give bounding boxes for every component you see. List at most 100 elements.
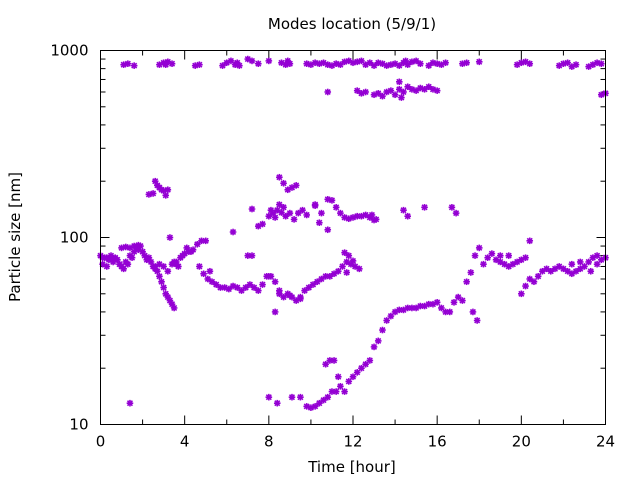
data-point [248,57,256,65]
data-point [446,308,454,316]
data-point [473,317,481,324]
data-point [265,212,273,220]
data-point [576,258,584,266]
data-point [581,263,588,270]
data-point [202,237,210,245]
data-point [208,278,216,286]
data-point [265,393,273,401]
data-point [166,234,174,241]
data-point [271,214,279,221]
x-axis-label: Time [hour] [307,458,396,476]
data-point [276,173,283,181]
data-point [459,297,466,304]
data-point [168,60,176,67]
data-point [564,267,571,275]
data-point [339,263,346,270]
data-point [316,219,323,226]
data-point [164,267,172,275]
data-point [229,228,237,236]
data-point [372,216,380,223]
data-point [179,252,186,259]
data-point [297,295,304,303]
data-point [496,252,504,259]
data-point [387,312,395,320]
data-point [223,59,231,67]
data-point [568,260,576,268]
data-point [330,270,338,278]
data-point [337,209,344,217]
data-point [124,260,132,268]
data-point [162,61,170,68]
x-tick-label: 8 [264,433,274,451]
data-point [286,209,294,217]
data-point [107,255,115,263]
data-point [320,396,327,404]
data-point [398,94,405,101]
data-point [280,204,287,211]
data-point [248,205,256,213]
data-point [585,258,592,266]
data-point [337,383,344,390]
data-point [324,88,332,96]
data-point [187,248,195,255]
data-point [341,249,348,256]
data-point [450,299,458,306]
data-point [290,216,298,223]
data-point [292,182,300,189]
data-point [400,206,407,214]
data-point [480,260,487,268]
data-point [135,241,142,249]
data-point [404,212,412,220]
data-point [597,60,605,67]
data-point [313,278,321,286]
data-point [233,59,241,67]
data-point [286,292,294,299]
data-point [343,269,350,276]
x-tick-label: 0 [96,433,106,451]
data-point [402,57,409,65]
data-point [193,240,201,248]
data-point [379,326,386,334]
data-point [442,59,449,67]
data-point [475,244,483,252]
data-point [164,186,172,194]
y-tick-label: 1000 [50,42,88,60]
data-point [387,87,395,94]
data-point [587,267,595,275]
data-point [149,190,157,197]
data-point [311,201,319,208]
data-point [324,226,332,234]
data-point [294,209,302,217]
data-point [492,256,500,264]
data-point [160,284,167,291]
data-point [353,369,361,376]
data-point [124,60,132,67]
data-point [593,260,601,268]
data-point [345,252,353,259]
data-point [530,278,538,286]
data-point [332,204,340,211]
x-tick-label: 12 [343,433,362,451]
y-tick-label: 10 [69,416,88,434]
data-point [126,399,134,407]
data-point [374,337,382,345]
data-point [120,265,127,273]
data-point [463,278,470,286]
data-point [242,284,249,291]
data-point [158,278,165,286]
data-point [469,308,477,316]
data-point [452,209,460,217]
data-point [421,204,428,211]
axis-ticks: 0 4 8 12 16 20 24 10 100 1000 [50,42,615,451]
data-point [564,59,571,67]
data-point [196,263,203,270]
data-point [334,373,342,381]
x-tick-label: 16 [428,433,447,451]
data-point [395,78,403,86]
data-point [467,269,475,276]
data-point [383,317,390,324]
data-point [170,304,178,312]
data-point [255,60,262,67]
data-point [280,179,287,187]
data-point [219,62,226,69]
